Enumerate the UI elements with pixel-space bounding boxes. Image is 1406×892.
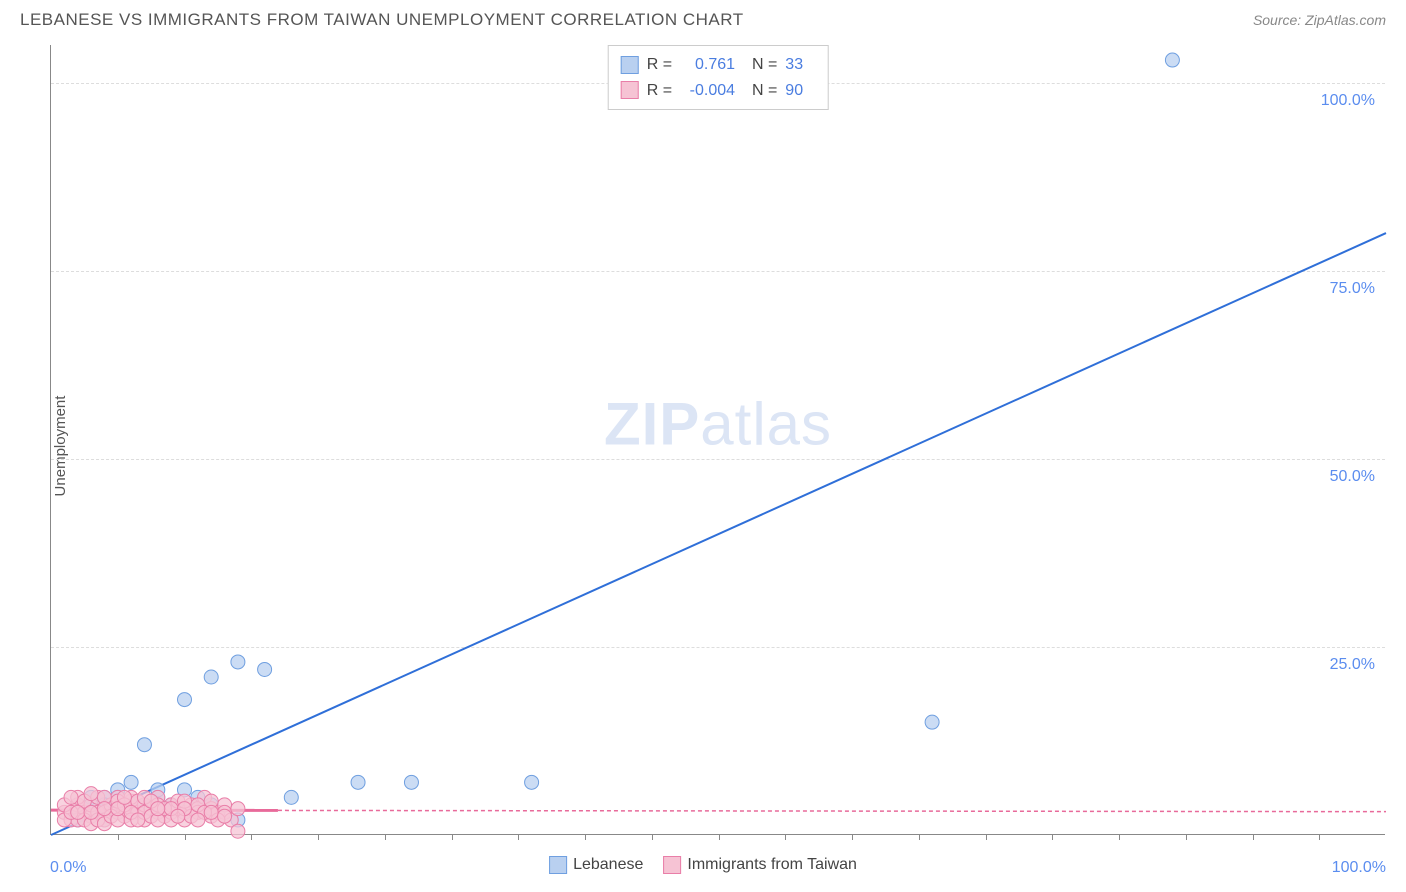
swatch-series-1 [621,56,639,74]
correlation-legend: R = 0.761 N = 33 R = -0.004 N = 90 [608,45,829,110]
legend-label-1: Lebanese [573,856,643,874]
swatch-series-2 [621,81,639,99]
chart-plot-area: ZIPatlas 25.0%50.0%75.0%100.0% R = 0.761… [50,45,1385,835]
chart-title: LEBANESE VS IMMIGRANTS FROM TAIWAN UNEMP… [20,10,744,30]
legend-row-2: R = -0.004 N = 90 [621,78,816,104]
scatter-svg [51,45,1385,834]
r-label-2: R = [647,78,672,104]
legend-row-1: R = 0.761 N = 33 [621,52,816,78]
r-value-1: 0.761 [680,52,735,78]
n-value-1: 33 [785,52,815,78]
r-value-2: -0.004 [680,78,735,104]
x-tick-marks [51,834,1385,840]
legend-swatch-1 [549,856,567,874]
x-tick-min: 0.0% [50,859,86,877]
legend-swatch-2 [663,856,681,874]
series-legend: Lebanese Immigrants from Taiwan [549,856,857,874]
legend-item-2: Immigrants from Taiwan [663,856,857,874]
n-label-2: N = [743,78,777,104]
source-label: Source: ZipAtlas.com [1253,12,1386,28]
x-tick-max: 100.0% [1332,859,1386,877]
n-value-2: 90 [785,78,815,104]
legend-label-2: Immigrants from Taiwan [687,856,857,874]
n-label-1: N = [743,52,777,78]
r-label-1: R = [647,52,672,78]
legend-item-1: Lebanese [549,856,643,874]
